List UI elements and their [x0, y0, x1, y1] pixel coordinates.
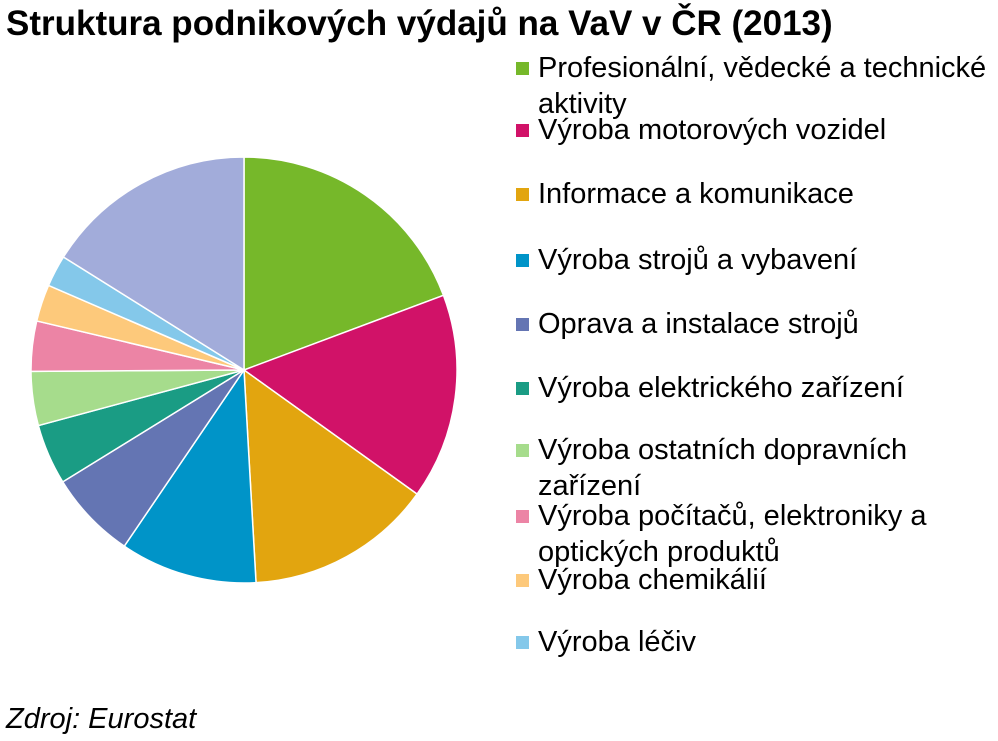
- chart-title: Struktura podnikových výdajů na VaV v ČR…: [6, 4, 833, 43]
- legend-swatch: [516, 510, 529, 523]
- legend-item: Výroba léčiv: [516, 624, 991, 660]
- legend-label: Výroba strojů a vybavení: [538, 244, 858, 276]
- legend-item: Výroba ostatních dopravních zařízení: [516, 432, 991, 504]
- legend-swatch: [516, 382, 529, 395]
- legend-swatch: [516, 188, 529, 201]
- legend-item: Výroba strojů a vybavení: [516, 242, 991, 278]
- legend-item: Informace a komunikace: [516, 176, 991, 212]
- legend-label: Výroba motorových vozidel: [538, 114, 887, 146]
- pie-slice: [243, 156, 445, 372]
- legend-item: Výroba elektrického zařízení: [516, 370, 991, 406]
- source-note: Zdroj: Eurostat: [6, 703, 197, 735]
- legend-label: Výroba ostatních dopravních zařízení: [538, 434, 908, 502]
- legend-swatch: [516, 254, 529, 267]
- legend-swatch: [516, 636, 529, 649]
- legend-swatch: [516, 574, 529, 587]
- pie-slice: [242, 294, 458, 496]
- legend-label: Výroba počítačů, elektroniky a optických…: [538, 500, 927, 568]
- legend-label: Informace a komunikace: [538, 178, 854, 210]
- legend-label: Výroba elektrického zařízení: [538, 372, 904, 404]
- legend-item: Výroba chemikálií: [516, 562, 991, 598]
- legend-swatch: [516, 62, 529, 75]
- legend-label: Výroba léčiv: [538, 626, 696, 658]
- pie-slice: [62, 156, 245, 372]
- pie-slice: [243, 368, 419, 584]
- legend-swatch: [516, 444, 529, 457]
- legend-label: Profesionální, vědecké a technické aktiv…: [538, 52, 987, 120]
- legend-swatch: [516, 318, 529, 331]
- legend-label: Oprava a instalace strojů: [538, 308, 859, 340]
- legend-item: Výroba motorových vozidel: [516, 112, 991, 148]
- legend-label: Výroba chemikálií: [538, 564, 767, 596]
- legend: Profesionální, vědecké a technické aktiv…: [516, 0, 998, 700]
- legend-swatch: [516, 124, 529, 137]
- legend-item: Výroba počítačů, elektroniky a optických…: [516, 498, 991, 570]
- legend-item: Oprava a instalace strojů: [516, 306, 991, 342]
- legend-item: Profesionální, vědecké a technické aktiv…: [516, 50, 991, 122]
- pie-slice: [123, 367, 257, 584]
